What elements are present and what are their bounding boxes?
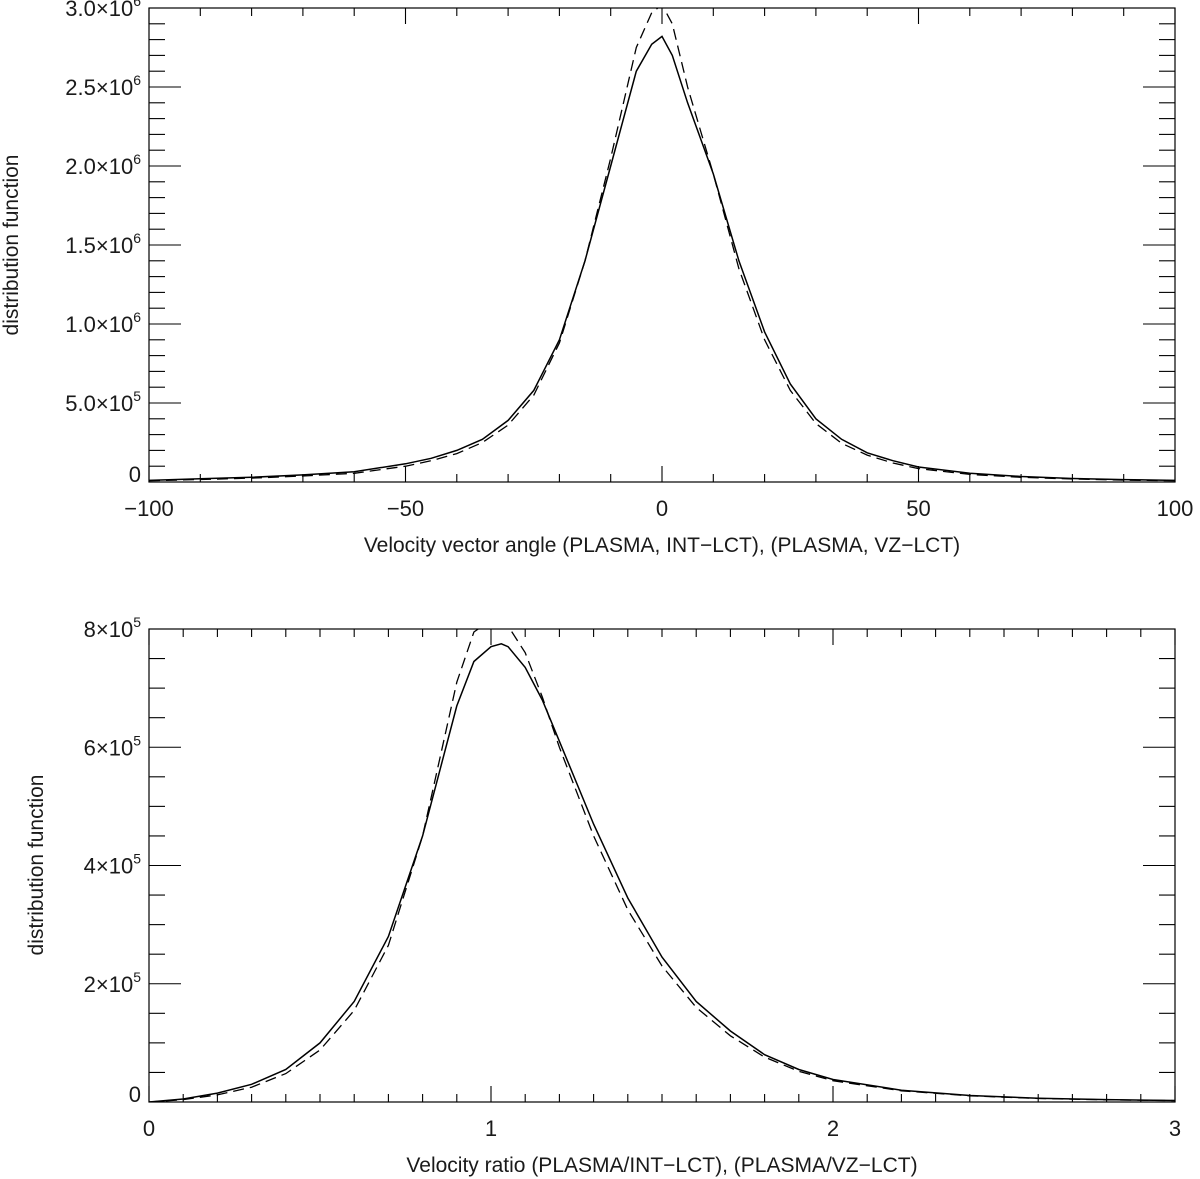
series-solid-line [149, 643, 1175, 1102]
series-solid-line [149, 35, 1175, 482]
y-tick-label: 0 [129, 462, 141, 487]
y-axis-title: distribution function [0, 155, 23, 336]
y-tick-labels: 0 5.0×105 1.0×106 1.5×106 2.0×106 2.5×106 3.0×… [65, 0, 141, 487]
y-tick-label: 6×105 [84, 732, 142, 760]
y-tick-labels: 0 2×105 4×105 6×105 8×105 [84, 614, 142, 1107]
series-dashed-line [149, 629, 1175, 1102]
y-tick-label: 3.0×106 [65, 0, 141, 21]
y-tick-label: 8×105 [84, 614, 142, 642]
y-tick-label: 1.0×106 [65, 309, 141, 337]
y-axis-title: distribution function [25, 775, 48, 956]
x-tick-label: −100 [124, 496, 174, 521]
x-tick-label: 3 [1169, 1116, 1181, 1141]
series-dashed-line [149, 8, 1175, 482]
x-tick-label: 0 [143, 1116, 155, 1141]
y-tick-label: 2.0×106 [65, 151, 141, 179]
x-tick-labels: 0 1 2 3 [143, 1116, 1181, 1141]
axis-ticks [148, 7, 1176, 483]
y-tick-label: 2×105 [84, 969, 142, 997]
axis-ticks [148, 628, 1176, 1103]
y-tick-label: 2.5×106 [65, 72, 141, 100]
y-tick-label: 5.0×105 [65, 388, 141, 416]
plot-frame [148, 7, 1176, 483]
ratio-distribution-chart: 0 1 2 3 0 2×105 4×105 6×105 8×105 Velocity rati… [25, 614, 1181, 1177]
x-tick-label: 100 [1157, 496, 1194, 521]
y-tick-label: 4×105 [84, 851, 142, 879]
angle-distribution-chart: −100 −50 0 50 100 0 5.0×105 1.0×106 1.5×106 2.0×… [0, 0, 1193, 557]
x-axis-title: Velocity ratio (PLASMA/INT−LCT), (PLASMA… [406, 1154, 917, 1177]
x-tick-label: 1 [485, 1116, 497, 1141]
x-axis-title: Velocity vector angle (PLASMA, INT−LCT),… [364, 534, 960, 557]
y-tick-label: 0 [129, 1082, 141, 1107]
x-tick-label: 2 [827, 1116, 839, 1141]
plot-frame [148, 628, 1176, 1103]
x-tick-label: 50 [906, 496, 930, 521]
x-tick-label: 0 [656, 496, 668, 521]
x-tick-label: −50 [387, 496, 424, 521]
x-tick-labels: −100 −50 0 50 100 [124, 496, 1193, 521]
y-tick-label: 1.5×106 [65, 230, 141, 258]
